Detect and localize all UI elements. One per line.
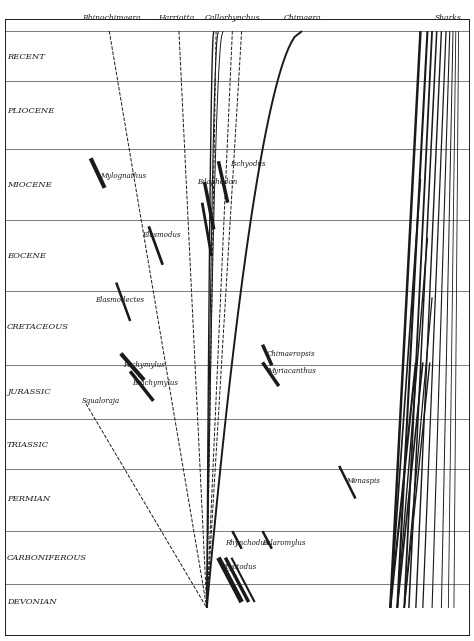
Text: Callorhynchus: Callorhynchus <box>205 14 260 22</box>
Text: Sharks: Sharks <box>435 14 462 22</box>
Text: Elasmodus: Elasmodus <box>142 231 181 239</box>
Text: Menaspis: Menaspis <box>346 477 380 485</box>
Text: Edaphodon: Edaphodon <box>198 178 238 186</box>
Text: Mylognathus: Mylognathus <box>100 172 146 180</box>
Text: Ischyodus: Ischyodus <box>230 160 265 168</box>
Text: DEVONIAN: DEVONIAN <box>7 598 57 606</box>
Text: PLIOCENE: PLIOCENE <box>7 107 55 115</box>
Text: JURASSIC: JURASSIC <box>7 388 51 396</box>
Text: Squaloraja: Squaloraja <box>82 397 119 405</box>
Text: Myriacanthus: Myriacanthus <box>267 367 316 375</box>
Text: Palaromylus: Palaromylus <box>263 539 306 547</box>
Text: MIOCENE: MIOCENE <box>7 181 52 189</box>
Text: Rhynchodus: Rhynchodus <box>226 539 269 547</box>
Text: Pachymylus: Pachymylus <box>123 362 165 369</box>
Text: RECENT: RECENT <box>7 53 45 60</box>
Text: Harriotta: Harriotta <box>158 14 195 22</box>
Text: PERMIAN: PERMIAN <box>7 494 50 503</box>
Text: Chimaeropsis: Chimaeropsis <box>267 349 316 358</box>
Text: CRETACEOUS: CRETACEOUS <box>7 323 69 331</box>
Text: TRIASSIC: TRIASSIC <box>7 441 49 449</box>
Text: Rhinochimaera: Rhinochimaera <box>82 14 141 22</box>
Text: EOCENE: EOCENE <box>7 252 46 260</box>
Text: Brachymylus: Brachymylus <box>132 379 179 387</box>
Text: Elasmodectes: Elasmodectes <box>95 296 145 304</box>
Text: Chimaera: Chimaera <box>283 14 321 22</box>
Text: Ptyctodus: Ptyctodus <box>221 563 256 570</box>
Text: CARBONIFEROUS: CARBONIFEROUS <box>7 554 87 562</box>
